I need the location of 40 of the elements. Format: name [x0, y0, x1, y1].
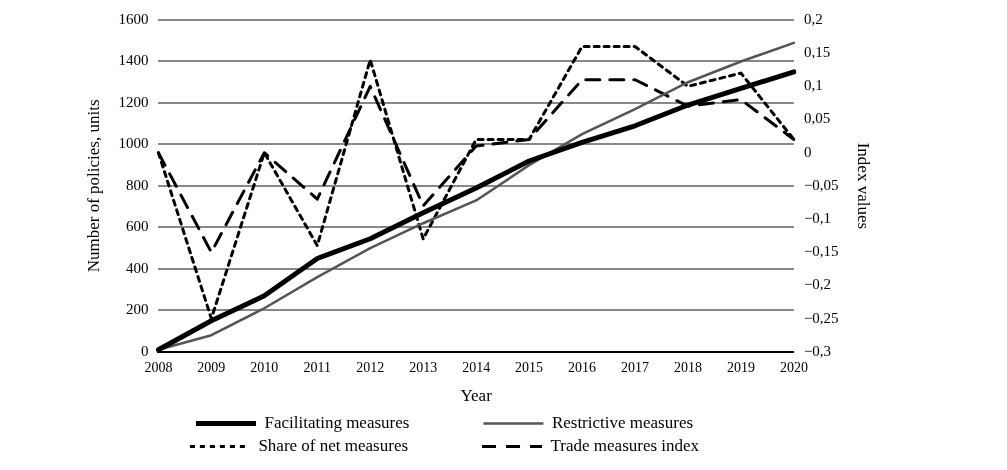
y2-tick-label: −0,2 [803, 276, 832, 293]
y-tick-label: 400 [125, 259, 149, 276]
x-tick-label: 2018 [673, 359, 702, 375]
y2-tick-label: 0,2 [803, 10, 823, 27]
y-tick-label: 1400 [118, 52, 149, 69]
legend-label: Facilitating measures [264, 412, 478, 432]
y-tick-label: 200 [125, 301, 149, 318]
y2-tick-label: 0,1 [803, 77, 823, 94]
x-tick-label: 2019 [726, 359, 755, 375]
x-tick-label: 2008 [144, 359, 173, 375]
x-tick-label: 2012 [356, 359, 385, 375]
y2-tick-label: 0,15 [803, 44, 831, 61]
x-tick-label: 2020 [779, 359, 808, 375]
legend-label: Share of net measures [258, 435, 477, 455]
y2-tick-label: −0,1 [803, 210, 832, 227]
y2-axis-title: Index values [854, 142, 874, 230]
x-tick-label: 2011 [303, 359, 332, 375]
y-tick-label: 1000 [118, 135, 149, 152]
legend-label: Trade measures index [550, 435, 768, 455]
y2-tick-label: 0,05 [803, 110, 831, 127]
y-axis-title: Number of policies, units [83, 99, 103, 273]
x-tick-label: 2009 [197, 359, 226, 375]
legend-label: Restrictive measures [551, 412, 762, 432]
x-tick-label: 2017 [621, 359, 650, 375]
x-tick-label: 2015 [515, 359, 544, 375]
y-tick-label: 1200 [118, 93, 149, 110]
x-tick-label: 2014 [462, 359, 491, 375]
x-tick-label: 2016 [568, 359, 597, 375]
x-tick-label: 2013 [409, 359, 438, 375]
y2-tick-label: −0,15 [803, 243, 839, 260]
y2-tick-label: −0,25 [803, 309, 839, 326]
x-tick-label: 2010 [250, 359, 279, 375]
y2-tick-label: 0 [803, 143, 812, 160]
x-axis-title: Year [460, 386, 493, 406]
y-tick-label: 0 [140, 342, 149, 359]
y-tick-label: 600 [125, 218, 149, 235]
y2-tick-label: −0,05 [803, 176, 839, 193]
y-tick-label: 1600 [118, 10, 149, 27]
y2-tick-label: −0,3 [803, 342, 832, 359]
y-tick-label: 800 [125, 176, 149, 193]
